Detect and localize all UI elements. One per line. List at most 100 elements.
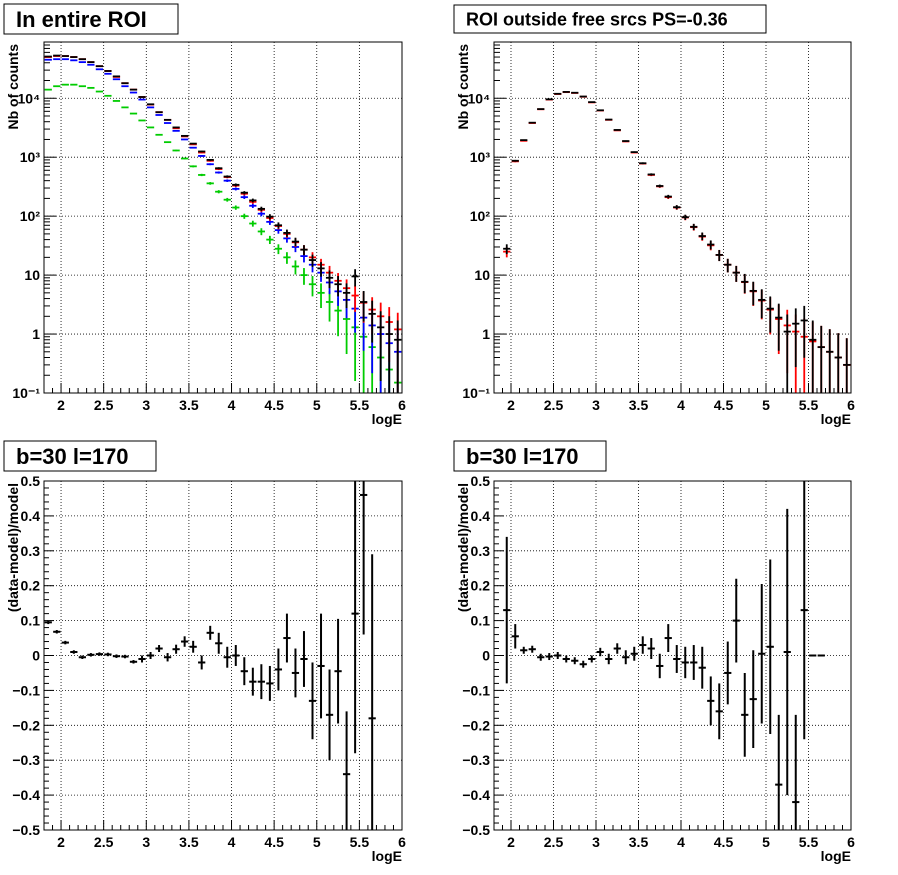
data-series-group <box>44 54 402 393</box>
y-tick-label: 0 <box>32 648 40 664</box>
x-tick-label: 5 <box>762 397 770 413</box>
x-tick-label: 4.5 <box>714 397 734 413</box>
y-tick-label: 0.5 <box>471 473 491 489</box>
y-tick-label: 10 <box>474 267 490 283</box>
y-tick-label: 1 <box>482 326 490 342</box>
x-axis-label: logE <box>372 848 402 864</box>
plot-area <box>494 42 851 393</box>
y-tick-label: −0.3 <box>12 752 40 768</box>
y-tick-label: 10² <box>470 208 491 224</box>
series-4 <box>44 54 402 393</box>
x-tick-label: 4.5 <box>264 397 284 413</box>
y-axis-label: (data-model)/model <box>5 483 21 612</box>
x-tick-label: 3.5 <box>179 834 199 850</box>
x-tick-label: 5.5 <box>799 834 819 850</box>
y-axis-label: Nb of counts <box>455 44 471 130</box>
chart-title-box <box>453 4 767 34</box>
x-tick-label: 6 <box>847 834 855 850</box>
x-tick-label: 4 <box>228 834 236 850</box>
y-tick-label: −0.5 <box>462 822 490 838</box>
y-tick-label: −0.4 <box>462 787 490 803</box>
x-tick-label: 4.5 <box>714 834 734 850</box>
y-tick-label: 0.4 <box>21 508 41 524</box>
x-tick-label: 3.5 <box>629 834 649 850</box>
y-tick-label: 0.1 <box>471 613 491 629</box>
y-tick-label: 10³ <box>470 149 491 165</box>
chart-title-box <box>3 440 157 472</box>
x-tick-label: 2 <box>507 397 515 413</box>
y-tick-label: 10⁻¹ <box>12 385 40 401</box>
x-tick-label: 4 <box>677 397 685 413</box>
chart-panel-2: 2 2.5 3 3.5 4 4.5 5 5.5 6 10⁻¹ 1 10 10² 10³ 10⁴ logE Nb … <box>453 4 855 427</box>
y-tick-label: −0.5 <box>12 822 40 838</box>
y-tick-label: 10⁻¹ <box>462 385 490 401</box>
y-tick-label: 1 <box>32 326 40 342</box>
x-tick-label: 6 <box>847 397 855 413</box>
x-tick-label: 3 <box>592 834 600 850</box>
x-tick-label: 2 <box>57 834 65 850</box>
y-tick-label: 0.3 <box>21 543 41 559</box>
data-series-group <box>503 91 851 393</box>
y-tick-label: 0.5 <box>21 473 41 489</box>
y-tick-label: 10⁴ <box>468 90 491 106</box>
chart-title-box <box>3 3 179 35</box>
x-tick-label: 4 <box>677 834 685 850</box>
y-axis-label: Nb of counts <box>5 44 21 130</box>
y-tick-label: −0.1 <box>462 682 490 698</box>
x-tick-label: 2 <box>507 834 515 850</box>
chart-title-box <box>453 440 607 472</box>
x-tick-label: 2.5 <box>94 834 114 850</box>
x-tick-label: 2.5 <box>544 397 564 413</box>
chart-panel-3: 2 2.5 3 3.5 4 4.5 5 5.5 6 −0.5 −0.4 −0.3 −0.2 −0.1 0 0.… <box>3 440 406 864</box>
x-tick-label: 4 <box>228 397 236 413</box>
x-tick-label: 3 <box>592 397 600 413</box>
x-tick-label: 5.5 <box>799 397 819 413</box>
series-1 <box>503 481 825 830</box>
x-tick-label: 3 <box>142 397 150 413</box>
y-tick-label: −0.4 <box>12 787 40 803</box>
plot-frame <box>43 41 403 394</box>
plot-area <box>44 42 402 393</box>
y-tick-label: 10² <box>20 208 41 224</box>
y-tick-label: −0.3 <box>462 752 490 768</box>
y-tick-label: 0 <box>482 648 490 664</box>
y-axis-label: (data-model)/model <box>455 483 471 612</box>
x-tick-label: 5.5 <box>350 397 370 413</box>
x-tick-label: 2.5 <box>544 834 564 850</box>
y-tick-label: 0.2 <box>21 578 41 594</box>
y-tick-label: 0.3 <box>471 543 491 559</box>
series-1 <box>44 481 376 830</box>
x-tick-label: 5 <box>762 834 770 850</box>
x-tick-label: 4.5 <box>264 834 284 850</box>
series-2 <box>503 91 851 393</box>
y-tick-label: −0.1 <box>12 682 40 698</box>
y-tick-label: −0.2 <box>12 717 40 733</box>
y-tick-label: 0.1 <box>21 613 41 629</box>
plot-frame <box>493 480 852 831</box>
plot-frame <box>43 480 403 831</box>
x-tick-label: 2 <box>57 397 65 413</box>
y-tick-label: 10 <box>24 267 40 283</box>
x-tick-label: 3.5 <box>179 397 199 413</box>
chart-title: ROI outside free srcs PS=-0.36 <box>466 9 728 29</box>
chart-title: b=30 l=170 <box>466 444 579 469</box>
chart-title: b=30 l=170 <box>16 444 129 469</box>
y-tick-label: 10⁴ <box>18 90 41 106</box>
x-tick-label: 6 <box>398 397 406 413</box>
chart-title: In entire ROI <box>16 7 147 32</box>
plot-frame <box>493 41 852 394</box>
x-tick-label: 5.5 <box>350 834 370 850</box>
y-tick-label: 0.4 <box>471 508 491 524</box>
x-axis-label: logE <box>821 411 851 427</box>
x-tick-label: 5 <box>313 397 321 413</box>
x-tick-label: 6 <box>398 834 406 850</box>
x-axis-label: logE <box>372 411 402 427</box>
data-series-group <box>503 481 825 830</box>
y-tick-label: 10³ <box>20 149 41 165</box>
plot-area <box>44 481 402 830</box>
data-series-group <box>44 481 376 830</box>
y-tick-label: −0.2 <box>462 717 490 733</box>
chart-panel-4: 2 2.5 3 3.5 4 4.5 5 5.5 6 −0.5 −0.4 −0.3 −0.2 −0.1 0 0.… <box>453 440 855 864</box>
x-tick-label: 5 <box>313 834 321 850</box>
